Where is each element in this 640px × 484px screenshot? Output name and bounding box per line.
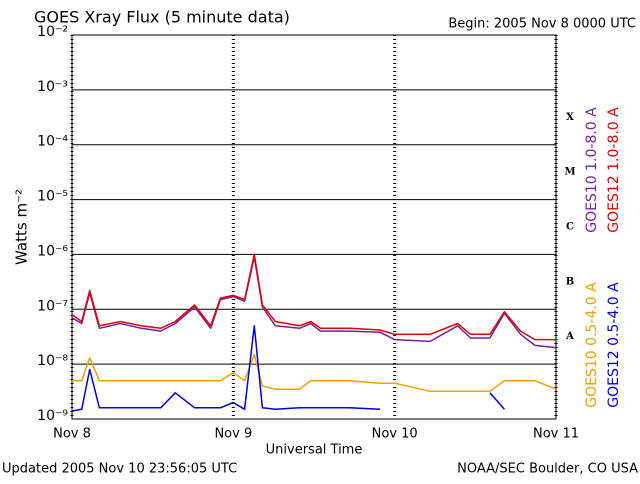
y-tick-label: 10⁻⁵ bbox=[37, 189, 68, 205]
flare-class-label: X bbox=[566, 112, 574, 123]
flare-class-label: A bbox=[565, 331, 574, 342]
y-tick-label: 10⁻⁷ bbox=[37, 298, 68, 314]
flux-line bbox=[71, 256, 557, 349]
legend-entry: GOES12 0.5-4.0 A bbox=[606, 282, 622, 408]
footer-left: Updated 2005 Nov 10 23:56:05 UTC bbox=[2, 462, 237, 477]
y-tick-label: 10⁻³ bbox=[37, 79, 68, 95]
x-axis-label: Universal Time bbox=[266, 443, 363, 458]
x-tick-label: Nov 8 bbox=[53, 427, 91, 442]
y-tick-label: 10⁻⁸ bbox=[37, 353, 68, 369]
flare-class-label: C bbox=[566, 222, 574, 233]
y-tick-label: 10⁻⁴ bbox=[37, 134, 68, 150]
y-tick-label: 10⁻⁹ bbox=[37, 408, 68, 424]
flare-class-label: B bbox=[566, 276, 574, 287]
legend-entry: GOES12 1.0-8.0 A bbox=[606, 107, 622, 233]
flux-line bbox=[71, 253, 556, 341]
x-tick-label: Nov 10 bbox=[372, 427, 418, 442]
x-tick-label: Nov 9 bbox=[214, 427, 252, 442]
flux-line bbox=[72, 353, 557, 393]
legend-entry: GOES10 0.5-4.0 A bbox=[584, 282, 600, 408]
y-axis-label: Watts m⁻² bbox=[13, 189, 31, 265]
footer-right: NOAA/SEC Boulder, CO USA bbox=[457, 462, 638, 477]
flare-class-label: M bbox=[564, 167, 575, 178]
y-tick-label: 10⁻² bbox=[37, 24, 68, 40]
legend-entry: GOES10 1.0-8.0 A bbox=[584, 107, 600, 233]
chart-subtitle: Begin: 2005 Nov 8 0000 UTC bbox=[448, 17, 636, 32]
plot-frame bbox=[71, 34, 557, 420]
flux-line bbox=[71, 325, 505, 412]
chart-title: GOES Xray Flux (5 minute data) bbox=[34, 8, 290, 27]
x-tick-label: Nov 11 bbox=[533, 427, 579, 442]
y-tick-label: 10⁻⁶ bbox=[37, 243, 68, 259]
